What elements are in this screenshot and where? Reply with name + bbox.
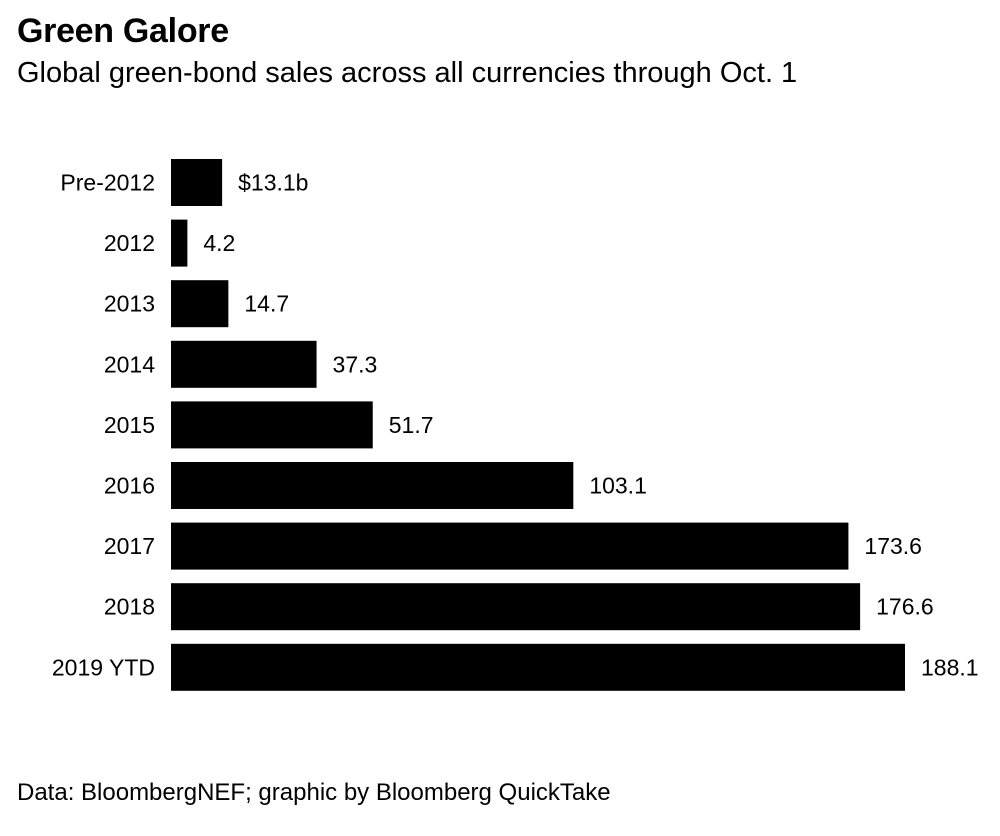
category-label: 2019 YTD: [52, 654, 155, 680]
value-label: 188.1: [921, 654, 979, 680]
value-label: 51.7: [389, 412, 434, 438]
bar: [171, 340, 317, 388]
value-label: 103.1: [589, 473, 647, 499]
category-label: 2016: [104, 473, 155, 499]
value-label: 173.6: [864, 533, 922, 559]
value-label: $13.1b: [238, 170, 308, 196]
value-label: 14.7: [244, 291, 289, 317]
value-label: 4.2: [203, 230, 235, 256]
value-label: 37.3: [333, 351, 378, 377]
bar: [171, 159, 223, 206]
bar: [171, 583, 861, 631]
bar: [171, 280, 229, 328]
category-label: Pre-2012: [60, 170, 155, 196]
category-label: 2013: [104, 291, 155, 317]
category-label: 2014: [104, 351, 155, 377]
source-note: Data: BloombergNEF; graphic by Bloomberg…: [17, 779, 611, 806]
value-label: 176.6: [876, 594, 934, 620]
category-label: 2017: [104, 533, 155, 559]
category-label: 2018: [104, 594, 155, 620]
category-label: 2012: [104, 230, 155, 256]
bar: [171, 643, 905, 691]
chart-title: Green Galore: [17, 12, 229, 50]
chart-subtitle: Global green-bond sales across all curre…: [17, 57, 798, 89]
bar: [171, 219, 188, 267]
bar: [171, 462, 574, 509]
bar: [171, 401, 373, 449]
bar: [171, 522, 849, 570]
category-label: 2015: [104, 412, 155, 438]
bars-group: Pre-2012 $13.1b 2012 4.2 2013 14.7 2014 37.3 201…: [52, 159, 979, 691]
